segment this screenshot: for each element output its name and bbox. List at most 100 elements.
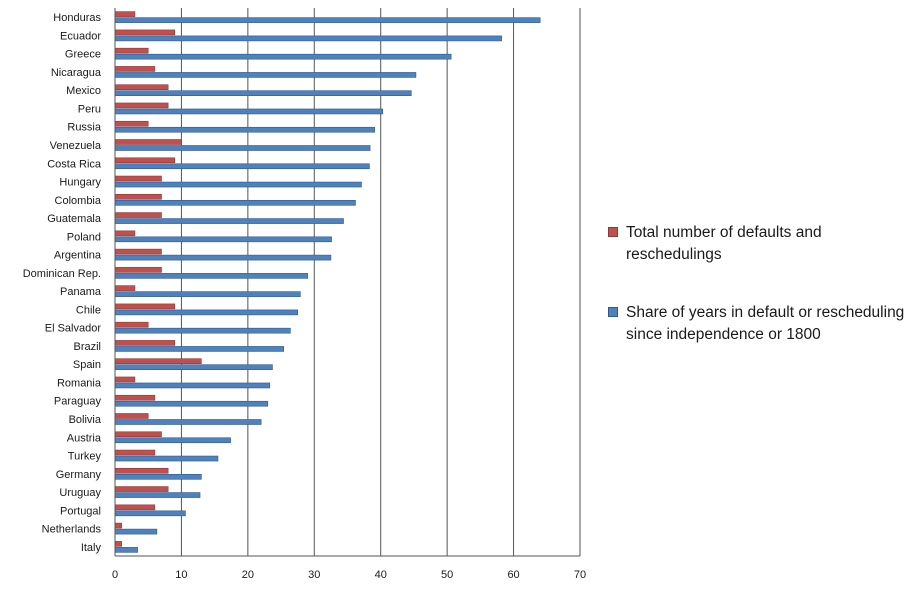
bar-defaults-bolivia	[114, 413, 149, 419]
x-tick-label-70: 70	[574, 569, 586, 581]
category-label-dominican-rep: Dominican Rep.	[23, 268, 101, 280]
x-tick-label-0: 0	[112, 569, 118, 581]
bar-share-turkey	[114, 455, 219, 462]
bar-defaults-venezuela	[114, 139, 182, 145]
bar-defaults-italy	[114, 541, 122, 547]
category-label-austria: Austria	[67, 432, 102, 444]
bar-share-mexico	[114, 90, 412, 96]
bar-share-colombia	[114, 200, 356, 206]
legend-label-share: Share of years in default or reschedulin…	[626, 304, 905, 343]
bar-defaults-mexico	[114, 84, 169, 90]
category-label-argentina: Argentina	[54, 250, 102, 262]
category-label-mexico: Mexico	[66, 85, 101, 97]
bar-defaults-russia	[114, 120, 149, 127]
bar-defaults-honduras	[114, 11, 136, 17]
bar-defaults-argentina	[114, 248, 162, 255]
bar-share-greece	[114, 53, 452, 60]
category-label-spain: Spain	[73, 359, 101, 371]
category-label-venezuela: Venezuela	[50, 140, 102, 152]
category-label-honduras: Honduras	[53, 12, 101, 24]
bar-share-ecuador	[114, 35, 502, 42]
bar-share-italy	[114, 547, 138, 553]
bar-defaults-poland	[114, 230, 136, 237]
bar-defaults-greece	[114, 47, 149, 54]
category-label-uruguay: Uruguay	[59, 487, 101, 499]
bar-defaults-nicaragua	[114, 66, 156, 72]
bar-share-portugal	[114, 510, 186, 517]
bar-defaults-panama	[114, 285, 136, 291]
category-label-poland: Poland	[67, 231, 101, 243]
bar-defaults-el-salvador	[114, 321, 149, 328]
legend-swatch-share	[608, 307, 618, 317]
bar-share-venezuela	[114, 145, 371, 151]
bar-share-poland	[114, 236, 332, 243]
bar-defaults-germany	[114, 467, 169, 474]
bar-defaults-chile	[114, 303, 176, 310]
category-label-guatemala: Guatemala	[47, 213, 102, 225]
legend-swatch-defaults	[608, 227, 618, 237]
bar-defaults-austria	[114, 431, 162, 438]
bar-share-guatemala	[114, 218, 344, 224]
bar-share-el-salvador	[114, 327, 291, 334]
bar-defaults-peru	[114, 102, 169, 109]
category-label-chile: Chile	[76, 304, 101, 316]
category-label-costa-rica: Costa Rica	[47, 158, 102, 170]
bar-share-argentina	[114, 254, 332, 261]
bar-defaults-ecuador	[114, 29, 176, 36]
bar-defaults-hungary	[114, 175, 162, 182]
bar-defaults-brazil	[114, 340, 176, 346]
bar-defaults-netherlands	[114, 522, 122, 529]
category-label-colombia: Colombia	[55, 195, 102, 207]
bar-share-russia	[114, 126, 376, 133]
bar-defaults-portugal	[114, 504, 156, 511]
category-label-ecuador: Ecuador	[60, 30, 101, 42]
bar-share-hungary	[114, 181, 362, 188]
category-label-hungary: Hungary	[59, 177, 101, 189]
bar-defaults-colombia	[114, 194, 162, 200]
bar-defaults-dominican-rep	[114, 267, 162, 273]
category-label-greece: Greece	[65, 49, 101, 61]
bar-share-uruguay	[114, 492, 201, 498]
bar-defaults-guatemala	[114, 212, 162, 218]
category-label-bolivia: Bolivia	[69, 414, 102, 426]
bar-share-germany	[114, 473, 202, 480]
x-tick-label-40: 40	[375, 569, 387, 581]
x-tick-label-20: 20	[242, 569, 254, 581]
bar-defaults-paraguay	[114, 394, 156, 401]
bar-defaults-turkey	[114, 449, 156, 456]
category-label-germany: Germany	[56, 469, 102, 481]
category-label-portugal: Portugal	[60, 505, 101, 517]
bar-defaults-spain	[114, 358, 202, 365]
category-label-romania: Romania	[57, 377, 102, 389]
bar-defaults-uruguay	[114, 486, 169, 492]
category-label-paraguay: Paraguay	[54, 396, 102, 408]
bar-share-nicaragua	[114, 72, 417, 78]
category-label-el-salvador: El Salvador	[45, 323, 102, 335]
bar-share-peru	[114, 108, 384, 115]
bar-share-spain	[114, 364, 273, 371]
bar-share-austria	[114, 437, 231, 444]
category-label-peru: Peru	[78, 103, 101, 115]
bar-share-honduras	[114, 17, 541, 23]
x-tick-label-60: 60	[507, 569, 519, 581]
bar-share-romania	[114, 382, 271, 389]
bar-share-costa-rica	[114, 163, 370, 170]
bar-defaults-costa-rica	[114, 157, 176, 164]
category-label-turkey: Turkey	[68, 451, 102, 463]
bar-share-panama	[114, 291, 301, 297]
category-label-nicaragua: Nicaragua	[51, 67, 102, 79]
category-label-netherlands: Netherlands	[42, 524, 102, 536]
category-label-russia: Russia	[67, 122, 102, 134]
category-label-brazil: Brazil	[73, 341, 101, 353]
bar-share-netherlands	[114, 528, 158, 535]
x-tick-label-30: 30	[308, 569, 320, 581]
bar-share-dominican-rep	[114, 273, 308, 279]
bar-share-paraguay	[114, 400, 269, 407]
x-tick-label-50: 50	[441, 569, 453, 581]
bar-share-bolivia	[114, 419, 262, 425]
bar-share-brazil	[114, 346, 285, 352]
bar-defaults-romania	[114, 376, 136, 383]
x-tick-label-10: 10	[175, 569, 187, 581]
